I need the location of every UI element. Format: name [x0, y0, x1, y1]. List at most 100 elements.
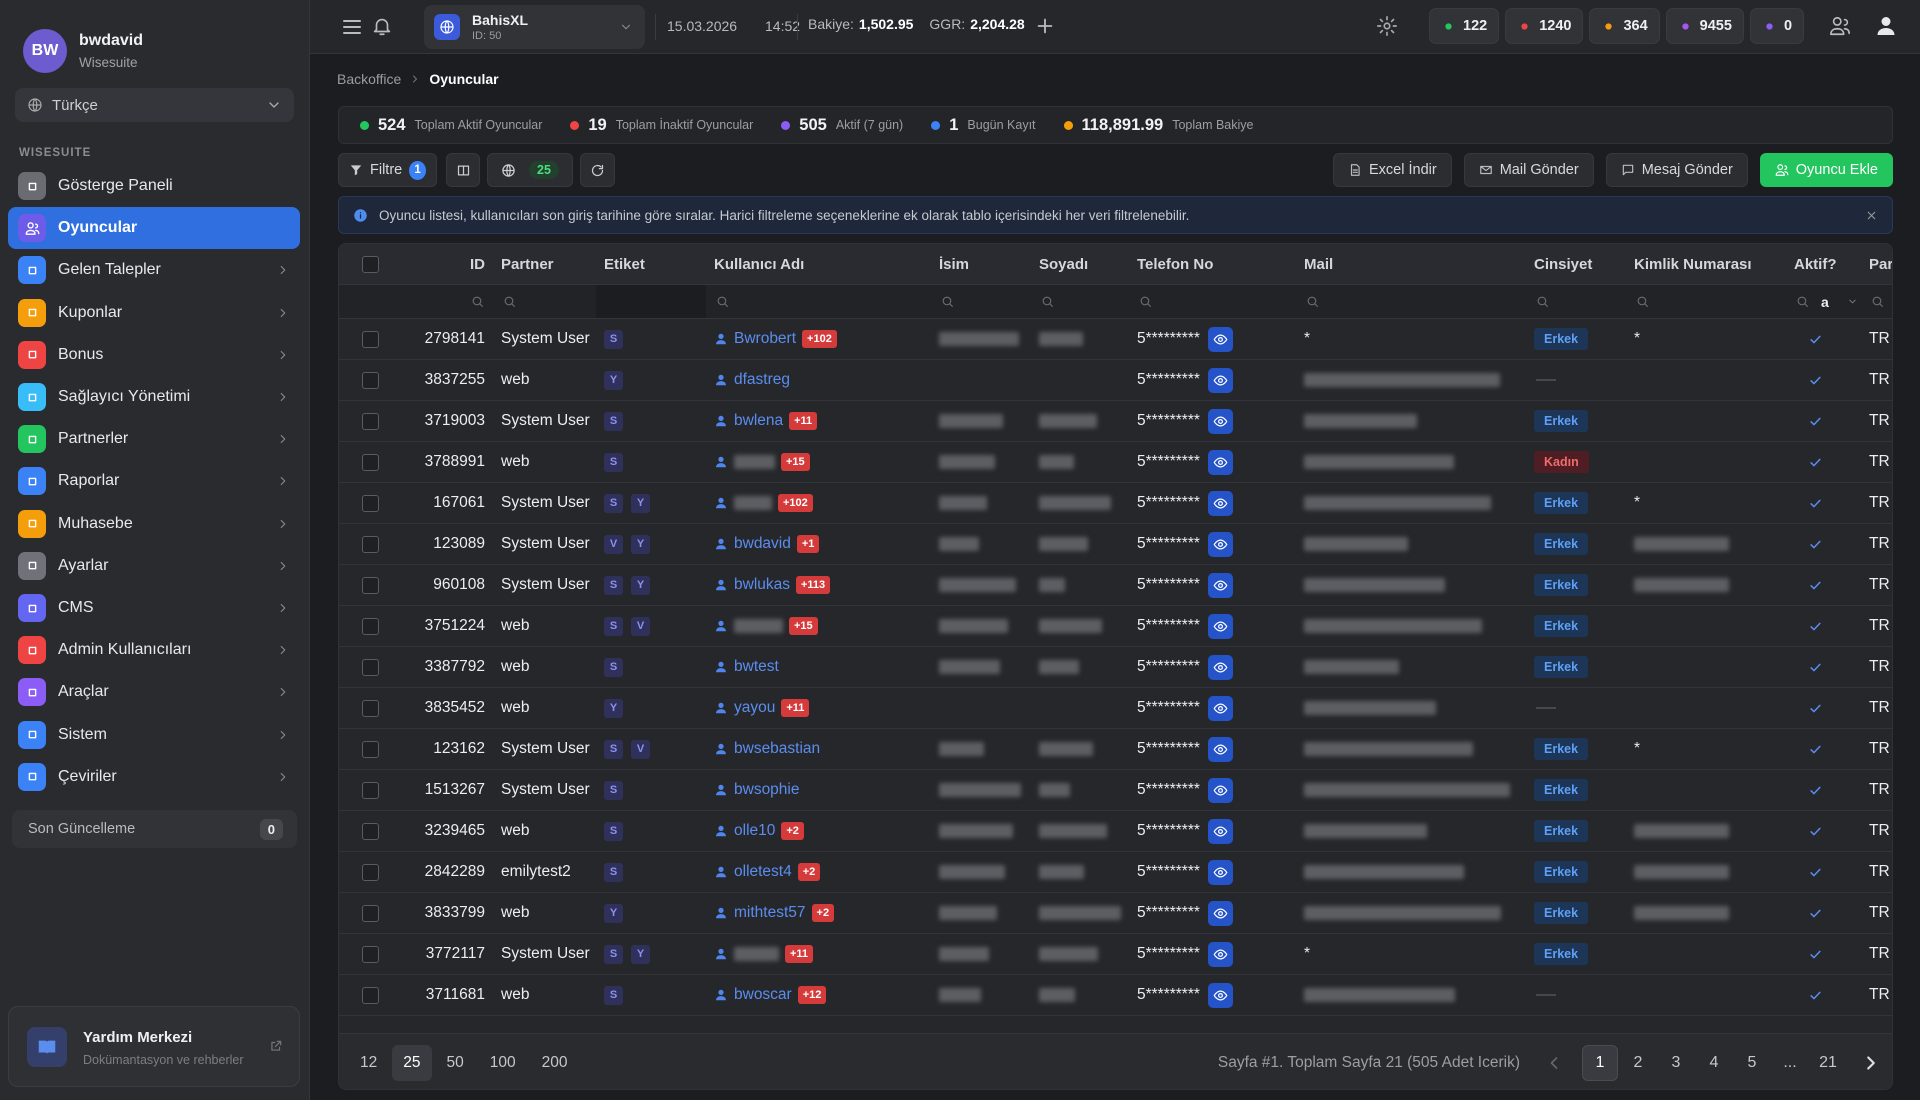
row-checkbox[interactable]	[362, 782, 379, 799]
page-size-option[interactable]: 200	[531, 1045, 579, 1081]
page-size-option[interactable]: 50	[436, 1045, 475, 1081]
prev-page[interactable]	[1544, 1053, 1564, 1073]
row-checkbox[interactable]	[362, 659, 379, 676]
column-title[interactable]: İsim	[939, 256, 969, 273]
column-title[interactable]: Par	[1869, 256, 1893, 273]
nav-item[interactable]: Raporlar	[8, 460, 300, 502]
username-link[interactable]: olletest4	[734, 863, 792, 881]
username-link[interactable]: mithtest57	[734, 904, 806, 922]
columns-button[interactable]	[446, 153, 480, 187]
nav-item[interactable]: Gösterge Paneli	[8, 165, 300, 207]
column-title[interactable]: Mail	[1304, 256, 1333, 273]
table-row[interactable]: 3837255webYdfastreg5*********TR	[339, 360, 1892, 401]
row-checkbox[interactable]	[362, 577, 379, 594]
page-link[interactable]: ...	[1772, 1045, 1808, 1081]
filter-search[interactable]	[1796, 295, 1809, 308]
table-row[interactable]: 1513267System UserSbwsophie5*********Erk…	[339, 770, 1892, 811]
filter-search[interactable]	[1041, 295, 1054, 308]
filter-search[interactable]	[941, 295, 954, 308]
counter-pill[interactable]: 364	[1589, 8, 1659, 44]
menu-button[interactable]	[340, 15, 364, 39]
table-row[interactable]: 3751224webSV+155*********ErkekTR	[339, 606, 1892, 647]
reveal-phone[interactable]	[1208, 491, 1233, 516]
page-link[interactable]: 3	[1658, 1045, 1694, 1081]
filter-search[interactable]	[471, 295, 484, 308]
column-title[interactable]: ID	[470, 256, 485, 273]
reveal-phone[interactable]	[1208, 573, 1233, 598]
filter-search[interactable]	[1536, 295, 1549, 308]
username-link[interactable]: bwsebastian	[734, 740, 820, 758]
row-checkbox[interactable]	[362, 905, 379, 922]
page-size-option[interactable]: 25	[392, 1045, 431, 1081]
column-title[interactable]: Telefon No	[1137, 256, 1213, 273]
profile-button[interactable]	[1874, 14, 1898, 38]
page-size-option[interactable]: 12	[349, 1045, 388, 1081]
table-row[interactable]: 2842289emilytest2Solletest4+25*********E…	[339, 852, 1892, 893]
table-row[interactable]: 3387792webSbwtest5*********ErkekTR	[339, 647, 1892, 688]
reveal-phone[interactable]	[1208, 327, 1233, 352]
reveal-phone[interactable]	[1208, 409, 1233, 434]
username-link[interactable]: Bwrobert	[734, 330, 796, 348]
row-checkbox[interactable]	[362, 372, 379, 389]
site-select[interactable]: BahisXLID: 50	[424, 5, 645, 49]
row-checkbox[interactable]	[362, 495, 379, 512]
reveal-phone[interactable]	[1208, 983, 1233, 1008]
page-size-option[interactable]: 100	[479, 1045, 527, 1081]
row-checkbox[interactable]	[362, 741, 379, 758]
table-row[interactable]: 123089System UserVYbwdavid+15*********Er…	[339, 524, 1892, 565]
filter-search[interactable]	[716, 295, 729, 308]
table-row[interactable]: 3711681webSbwoscar+125*********TR	[339, 975, 1892, 1016]
filter-search[interactable]	[1139, 295, 1152, 308]
row-checkbox[interactable]	[362, 700, 379, 717]
settings-button[interactable]	[1376, 15, 1398, 37]
page-link[interactable]: 21	[1810, 1045, 1846, 1081]
row-checkbox[interactable]	[362, 823, 379, 840]
nav-item[interactable]: Çeviriler	[8, 756, 300, 798]
reveal-phone[interactable]	[1208, 696, 1233, 721]
action-button[interactable]: Mesaj Gönder	[1606, 153, 1748, 187]
table-row[interactable]: 2798141System UserSBwrobert+1025********…	[339, 319, 1892, 360]
counter-pill[interactable]: 0	[1750, 8, 1804, 44]
counter-pill[interactable]: 9455	[1666, 8, 1744, 44]
language-select[interactable]: Türkçe	[15, 88, 294, 122]
column-title[interactable]: Etiket	[604, 256, 645, 273]
nav-item[interactable]: CMS	[8, 587, 300, 629]
row-checkbox[interactable]	[362, 331, 379, 348]
breadcrumb-item[interactable]: Backoffice	[337, 71, 401, 87]
username-link[interactable]: dfastreg	[734, 371, 790, 389]
filter-search[interactable]	[1636, 295, 1649, 308]
nav-item[interactable]: Gelen Talepler	[8, 249, 300, 291]
username-link[interactable]: bwdavid	[734, 535, 791, 553]
table-row[interactable]: 3833799webYmithtest57+25*********ErkekTR	[339, 893, 1892, 934]
filter-search[interactable]	[503, 295, 516, 308]
action-button[interactable]: Excel İndir	[1333, 153, 1452, 187]
action-button[interactable]: Mail Gönder	[1464, 153, 1594, 187]
next-page[interactable]	[1860, 1052, 1882, 1074]
reveal-phone[interactable]	[1208, 860, 1233, 885]
table-row[interactable]: 3788991webS+155*********KadınTR	[339, 442, 1892, 483]
reveal-phone[interactable]	[1208, 942, 1233, 967]
nav-item[interactable]: Oyuncular	[8, 207, 300, 249]
reveal-phone[interactable]	[1208, 778, 1233, 803]
username-link[interactable]: bwlena	[734, 412, 783, 430]
column-title[interactable]: Aktif?	[1794, 256, 1837, 273]
nav-item[interactable]: Ayarlar	[8, 545, 300, 587]
row-checkbox[interactable]	[362, 618, 379, 635]
table-row[interactable]: 3772117System UserSY+115**********ErkekT…	[339, 934, 1892, 975]
nav-item[interactable]: Sağlayıcı Yönetimi	[8, 376, 300, 418]
page-link[interactable]: 2	[1620, 1045, 1656, 1081]
nav-item[interactable]: Bonus	[8, 334, 300, 376]
row-checkbox[interactable]	[362, 454, 379, 471]
nav-item[interactable]: Partnerler	[8, 418, 300, 460]
filter-button[interactable]: Filtre1	[338, 153, 437, 187]
add-button[interactable]	[1034, 15, 1056, 37]
reveal-phone[interactable]	[1208, 368, 1233, 393]
username-link[interactable]: bwsophie	[734, 781, 800, 799]
username-link[interactable]: bwtest	[734, 658, 779, 676]
page-link[interactable]: 5	[1734, 1045, 1770, 1081]
row-checkbox[interactable]	[362, 946, 379, 963]
row-checkbox[interactable]	[362, 413, 379, 430]
reveal-phone[interactable]	[1208, 655, 1233, 680]
reveal-phone[interactable]	[1208, 532, 1233, 557]
row-checkbox[interactable]	[362, 864, 379, 881]
